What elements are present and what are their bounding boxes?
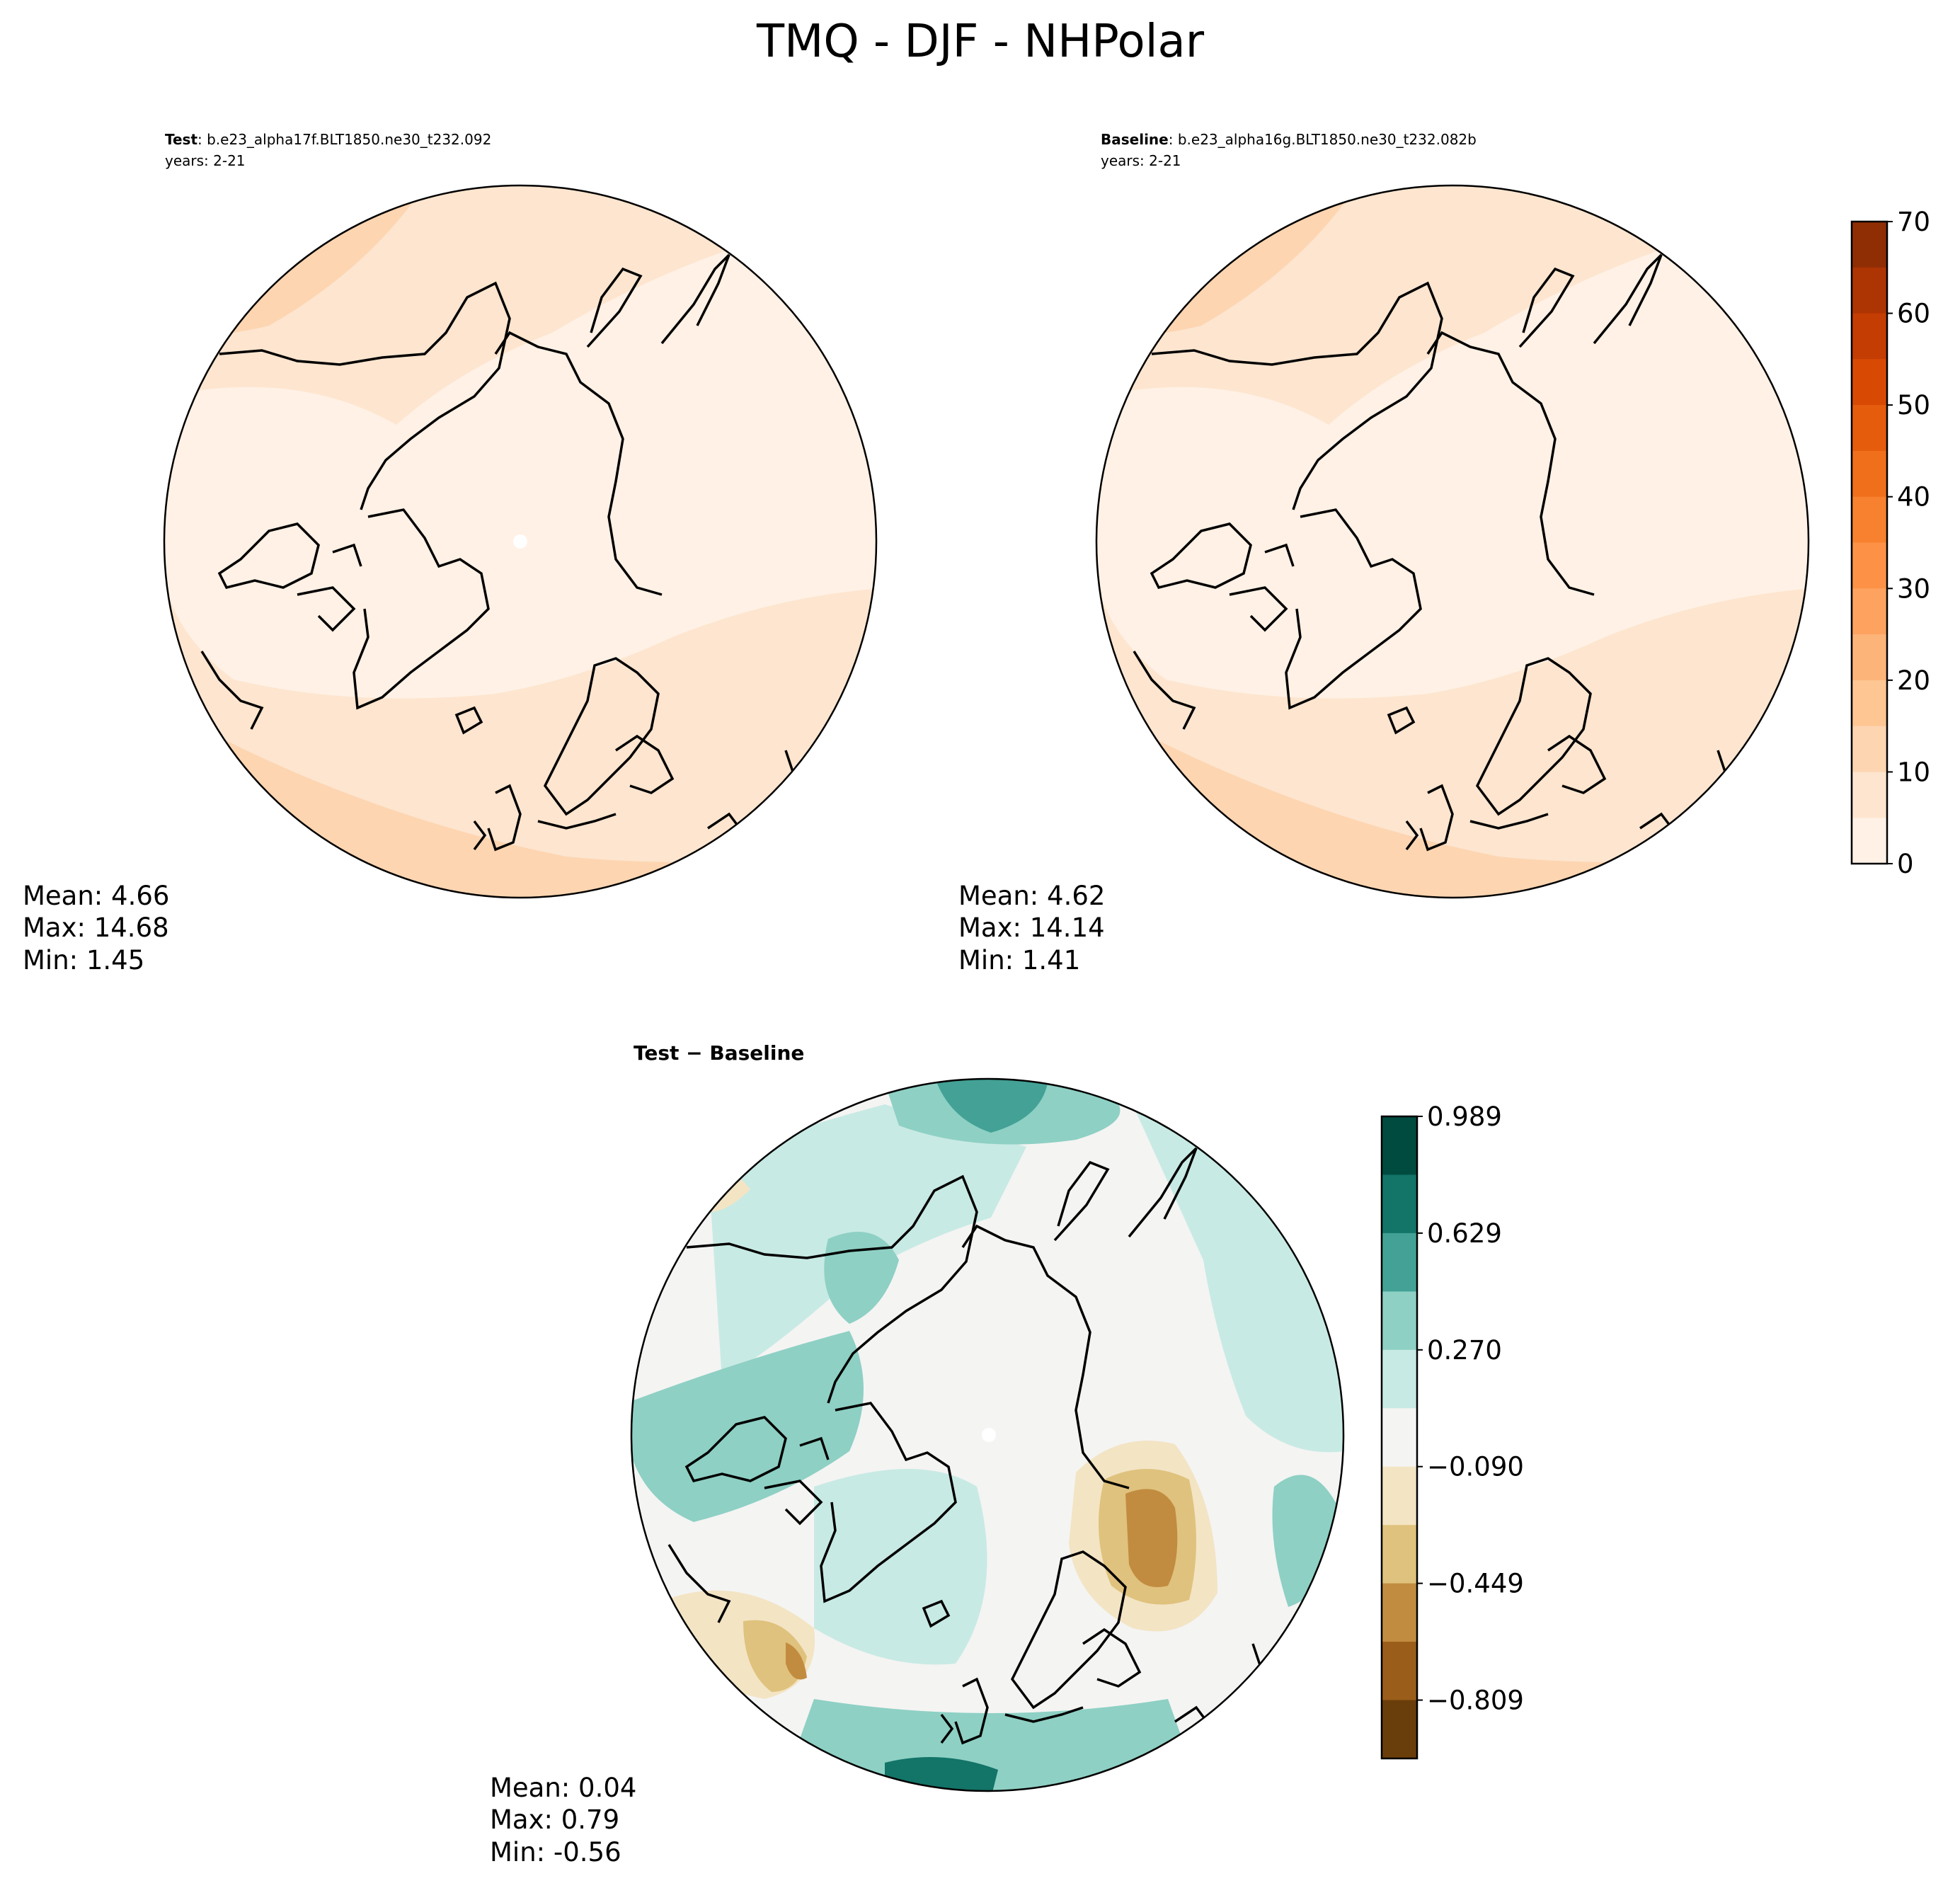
diff-mean: Mean: 0.04 <box>490 1773 636 1803</box>
diff-colorbar-segment <box>1382 1174 1417 1234</box>
tmq-colorbar-segment <box>1852 634 1887 681</box>
test-max: Max: 14.68 <box>23 912 169 943</box>
tmq-colorbar-segment <box>1852 313 1887 360</box>
baseline-label: Baseline: b.e23_alpha16g.BLT1850.ne30_t2… <box>1101 131 1477 148</box>
diff-colorbar-tick-label: −0.809 <box>1427 1686 1524 1716</box>
tmq-colorbar-tick-label: 50 <box>1897 390 1930 420</box>
test-min: Min: 1.45 <box>23 945 144 976</box>
tmq-colorbar-border <box>1850 220 1889 865</box>
diff-max: Max: 0.79 <box>490 1804 619 1835</box>
baseline-label-rest: : b.e23_alpha16g.BLT1850.ne30_t232.082b <box>1169 131 1477 148</box>
diff-colorbar-segment <box>1382 1642 1417 1701</box>
tmq-colorbar-segment <box>1852 542 1887 589</box>
diff-field-pos-4 <box>631 1331 864 1522</box>
diff-colorbar: 0.989 0.629 0.270 −0.090 −0.449 −0.809 <box>1380 1102 1524 1760</box>
tmq-colorbar-tick-label: 10 <box>1897 757 1930 787</box>
diff-colorbar-border <box>1380 1115 1419 1760</box>
test-map-border <box>163 184 878 899</box>
diff-colorbar-segment <box>1382 1408 1417 1468</box>
tmq-colorbar-tick-label: 20 <box>1897 665 1930 696</box>
test-mean: Mean: 4.66 <box>23 881 169 911</box>
figure-title: TMQ - DJF - NHPolar <box>756 16 1205 68</box>
diff-map <box>631 1079 1343 1791</box>
tmq-colorbar-segment <box>1852 496 1887 543</box>
tmq-colorbar-tick-label: 60 <box>1897 299 1930 329</box>
baseline-label-bold: Baseline <box>1101 131 1169 148</box>
tmq-colorbar-tick-label: 0 <box>1897 849 1914 879</box>
diff-colorbar-segment <box>1382 1700 1417 1759</box>
diff-colorbar-segment <box>1382 1291 1417 1351</box>
tmq-colorbar-tick-label: 70 <box>1897 207 1930 237</box>
baseline-field-low <box>1096 234 1809 699</box>
test-pole-hole <box>513 534 527 549</box>
baseline-map-border <box>1095 184 1810 899</box>
diff-field-pos-3 <box>814 1469 987 1665</box>
diff-pole-hole <box>982 1428 996 1442</box>
test-label-bold: Test <box>165 131 197 148</box>
test-label-rest: : b.e23_alpha17f.BLT1850.ne30_t232.092 <box>197 131 491 148</box>
diff-colorbar-tick-label: 0.989 <box>1427 1102 1502 1132</box>
diff-colorbar-tick-label: 0.270 <box>1427 1335 1502 1366</box>
diff-colorbar-segment <box>1382 1349 1417 1409</box>
diff-colorbar-tick-label: −0.449 <box>1427 1569 1524 1599</box>
diff-field-neg-6 <box>786 1642 807 1680</box>
diff-field-pos-8 <box>1272 1475 1343 1607</box>
diff-label: Test − Baseline <box>634 1041 804 1065</box>
diff-colorbar-tick-label: 0.629 <box>1427 1218 1502 1249</box>
diff-field-pos-5 <box>824 1232 899 1324</box>
tmq-colorbar-segment <box>1852 222 1887 268</box>
tmq-colorbar-segment <box>1852 818 1887 864</box>
baseline-years: years: 2-21 <box>1101 152 1181 169</box>
tmq-colorbar-segment <box>1852 772 1887 818</box>
tmq-colorbar-tick-label: 40 <box>1897 482 1930 513</box>
tmq-colorbar-segment <box>1852 450 1887 498</box>
tmq-colorbar-segment <box>1852 405 1887 452</box>
tmq-colorbar-tick-label: 30 <box>1897 573 1930 604</box>
diff-panel: Test − Baseline <box>490 1041 1345 1867</box>
diff-colorbar-segment <box>1382 1232 1417 1292</box>
diff-field-neg-3 <box>1125 1489 1178 1587</box>
diff-colorbar-tick-label: −0.090 <box>1427 1452 1524 1482</box>
tmq-colorbar-segment <box>1852 680 1887 727</box>
baseline-panel: Baseline: b.e23_alpha16g.BLT1850.ne30_t2… <box>958 131 1810 976</box>
test-field-low <box>164 234 876 699</box>
tmq-colorbar-segment <box>1852 726 1887 772</box>
test-coastlines <box>200 253 794 893</box>
test-label: Test: b.e23_alpha17f.BLT1850.ne30_t232.0… <box>165 131 491 148</box>
tmq-colorbar-segment <box>1852 267 1887 314</box>
diff-coastlines <box>667 1147 1261 1786</box>
diff-colorbar-segment <box>1382 1525 1417 1584</box>
baseline-min: Min: 1.41 <box>958 945 1080 976</box>
diff-colorbar-segment <box>1382 1116 1417 1175</box>
diff-colorbar-segment <box>1382 1583 1417 1642</box>
tmq-colorbar-segment <box>1852 359 1887 406</box>
diff-field-pos-7 <box>934 1079 1048 1133</box>
baseline-max: Max: 14.14 <box>958 912 1105 943</box>
test-panel: Test: b.e23_alpha17f.BLT1850.ne30_t232.0… <box>23 131 878 976</box>
tmq-colorbar: 70 60 50 40 30 20 10 0 <box>1850 207 1930 879</box>
test-years: years: 2-21 <box>165 152 246 169</box>
baseline-coastlines <box>1133 253 1726 893</box>
diff-map-border <box>630 1077 1345 1792</box>
diff-min: Min: -0.56 <box>490 1837 621 1867</box>
baseline-mean: Mean: 4.62 <box>958 881 1105 911</box>
tmq-colorbar-segment <box>1852 588 1887 635</box>
diff-colorbar-segment <box>1382 1466 1417 1526</box>
